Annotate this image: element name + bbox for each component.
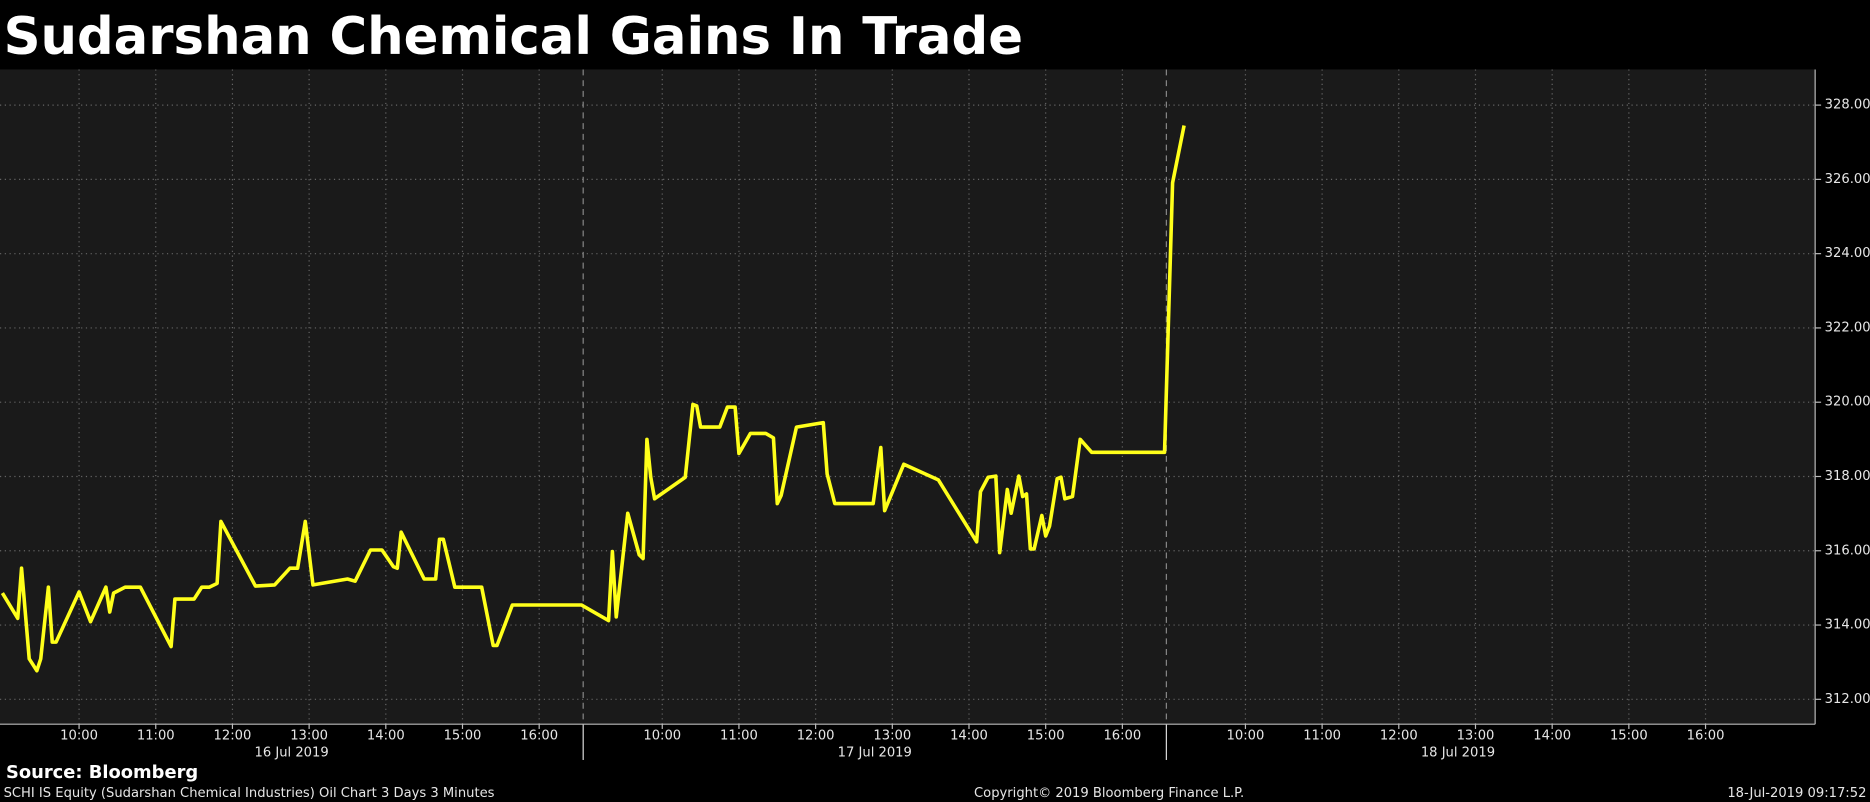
x-tick-label: 13:00 (873, 729, 911, 744)
y-tick-label: 320.00 (1825, 395, 1870, 410)
x-tick-label: 15:00 (1027, 729, 1065, 744)
footer-left: SCHI IS Equity (Sudarshan Chemical Indus… (4, 786, 495, 801)
x-tick-label: 12:00 (214, 729, 252, 744)
footer-right: 18-Jul-2019 09:17:52 (1727, 786, 1866, 801)
plot-area (0, 69, 1816, 725)
x-tick-label: 15:00 (444, 729, 482, 744)
x-tick-label: 16:00 (520, 729, 558, 744)
y-tick-label: 328.00 (1825, 98, 1870, 113)
x-tick-label: 13:00 (1457, 729, 1495, 744)
x-tick-label: 10:00 (60, 729, 98, 744)
x-tick-label: 15:00 (1610, 729, 1648, 744)
y-tick-label: 326.00 (1825, 172, 1870, 187)
day-label: 18 Jul 2019 (1421, 745, 1495, 760)
x-tick-label: 14:00 (1533, 729, 1571, 744)
y-tick-label: 322.00 (1825, 320, 1870, 335)
x-tick-label: 12:00 (1380, 729, 1418, 744)
axes: 312.00 314.00 316.00 318.00 320.00 322.00 324.… (60, 98, 1870, 761)
day-label: 16 Jul 2019 (254, 745, 328, 760)
x-tick-label: 14:00 (950, 729, 988, 744)
x-tick-label: 11:00 (720, 729, 758, 744)
y-tick-label: 314.00 (1825, 618, 1870, 633)
x-tick-label: 13:00 (290, 729, 328, 744)
x-tick-label: 14:00 (367, 729, 405, 744)
day-label: 17 Jul 2019 (838, 745, 912, 760)
source: Source: Bloomberg (6, 762, 198, 783)
chart-title: Sudarshan Chemical Gains In Trade (4, 7, 1023, 67)
x-tick-label: 12:00 (797, 729, 835, 744)
price-line (0, 125, 1186, 673)
x-tick-label: 11:00 (137, 729, 175, 744)
x-tick-label: 10:00 (1227, 729, 1265, 744)
y-tick-label: 324.00 (1825, 246, 1870, 261)
y-tick-label: 312.00 (1825, 692, 1870, 707)
x-tick-label: 11:00 (1303, 729, 1341, 744)
x-tick-label: 16:00 (1103, 729, 1141, 744)
x-tick-label: 10:00 (643, 729, 681, 744)
y-tick-label: 316.00 (1825, 543, 1870, 558)
y-tick-label: 318.00 (1825, 469, 1870, 484)
footer-center: Copyright© 2019 Bloomberg Finance L.P. (974, 786, 1244, 801)
x-tick-label: 16:00 (1687, 729, 1725, 744)
